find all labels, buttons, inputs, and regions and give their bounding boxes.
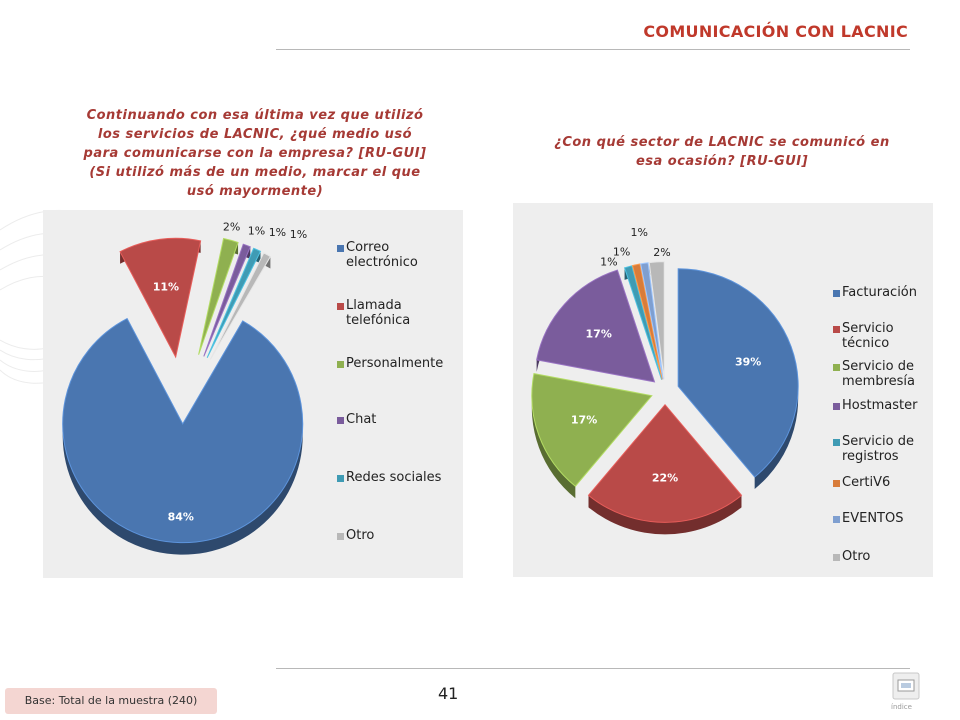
chart2-legend-item-servicio-tecnico: Servicio técnico: [833, 321, 931, 351]
chart2-legend-item-servicio-de-membresia: Servicio de membresía: [833, 359, 931, 389]
chart1-legend: Correo electrónico Llamada telefónica Pers…: [337, 240, 461, 560]
chart2-slice-certiv6: [631, 263, 663, 380]
chart2-legend-label: Otro: [842, 549, 871, 564]
chart2-legend: Facturación Servicio técnico Servicio de m…: [833, 285, 931, 575]
chart2-label-certiv6: 1%: [613, 245, 630, 258]
chart2-label-otro: 2%: [653, 246, 670, 259]
footer-divider: [276, 668, 910, 669]
chart2-legend-swatch: [833, 554, 840, 561]
chart2-legend-swatch: [833, 403, 840, 410]
chart2-slice-side-servicio-tecnico: [588, 495, 742, 535]
chart1-pie: 84% 11% 2% 1% 1% 1%: [62, 221, 307, 555]
chart2-slice-servicio-tecnico: [587, 403, 743, 523]
chart2-legend-item-otro: Otro: [833, 549, 870, 564]
chart2-slice-otro: [648, 261, 665, 380]
chart1-question: Continuando con esa última vez que utili…: [83, 108, 427, 199]
chart1-label-personalmente: 2%: [223, 221, 240, 234]
chart1-legend-item-llamada-telefonica: Llamada telefónica: [337, 298, 461, 328]
chart2-label-servicio-de-registros: 1%: [600, 255, 617, 268]
chart1-slice-otro: [209, 252, 272, 360]
chart2-legend-label: CertiV6: [842, 475, 891, 490]
base-note: Base: Total de la muestra (240): [5, 688, 217, 714]
chart1-legend-item-otro: Otro: [337, 528, 374, 543]
index-icon: [892, 672, 920, 700]
chart2-slice-facturacion: [677, 268, 799, 478]
chart1-legend-swatch: [337, 475, 344, 482]
chart1-legend-label: Personalmente: [346, 356, 444, 371]
chart1-slice-redes-sociales: [206, 247, 262, 359]
chart1-legend-label: Chat: [346, 412, 377, 427]
chart1-label-chat: 1%: [248, 225, 265, 238]
chart2-legend-label: Servicio de registros: [842, 434, 914, 464]
chart2-legend-label: EVENTOS: [842, 511, 904, 526]
chart2-question: ¿Con qué sector de LACNIC se comunicó en…: [554, 135, 890, 169]
chart1-legend-swatch: [337, 361, 344, 368]
chart1-slice-llamada-telefonica: [119, 237, 202, 359]
chart2-legend-item-servicio-de-registros: Servicio de registros: [833, 434, 931, 464]
chart2-slice-hostmaster: [536, 269, 656, 383]
chart2-panel: 39% 22% 17% 17% 1% 1% 1% 2% Facturación Servicio…: [513, 203, 933, 577]
chart2-pie: 39%22%17%17%1%1%1%2%: [531, 226, 799, 535]
chart2-legend-item-certiv6: CertiV6: [833, 475, 890, 490]
chart2-legend-swatch: [833, 364, 840, 371]
chart2-slice-eventos: [640, 262, 664, 380]
chart1-legend-swatch: [337, 533, 344, 540]
chart2-label-hostmaster: 17%: [586, 328, 612, 341]
chart1-legend-item-chat: Chat: [337, 412, 376, 427]
chart2-legend-item-hostmaster: Hostmaster: [833, 398, 917, 413]
chart1-slice-personalmente: [198, 237, 239, 355]
chart1-legend-swatch: [337, 417, 344, 424]
header-title: COMUNICACIÓN CON LACNIC: [643, 22, 908, 41]
chart1-label-otro: 1%: [290, 228, 307, 241]
chart2-slice-servicio-de-registros: [623, 265, 663, 380]
chart2-legend-swatch: [833, 326, 840, 333]
chart2-legend-swatch: [833, 290, 840, 297]
chart1-label-correo-electronico: 84%: [168, 511, 194, 524]
chart2-legend-label: Servicio técnico: [842, 321, 894, 351]
chart2-legend-item-facturacion: Facturación: [833, 285, 917, 300]
chart1-slice-chat: [203, 243, 251, 357]
chart1-legend-label: Otro: [346, 528, 375, 543]
chart2-label-facturacion: 39%: [735, 356, 761, 369]
chart2-label-servicio-de-membresia: 17%: [571, 414, 597, 427]
chart1-legend-label: Correo electrónico: [346, 240, 418, 270]
chart1-legend-swatch: [337, 303, 344, 310]
chart2-legend-swatch: [833, 480, 840, 487]
index-button[interactable]: [892, 672, 920, 700]
chart2-label-servicio-tecnico: 22%: [652, 472, 678, 485]
chart1-legend-item-personalmente: Personalmente: [337, 356, 443, 371]
chart2-legend-item-eventos: EVENTOS: [833, 511, 903, 526]
chart1-label-llamada-telefonica: 11%: [153, 280, 179, 293]
chart2-legend-label: Servicio de membresía: [842, 359, 915, 389]
chart1-panel: 84% 11% 2% 1% 1% 1% Correo electrónico Llamada…: [43, 210, 463, 578]
chart2-legend-swatch: [833, 439, 840, 446]
page-number: 41: [438, 684, 459, 703]
chart2-legend-label: Hostmaster: [842, 398, 918, 413]
chart1-legend-swatch: [337, 245, 344, 252]
chart2-label-eventos: 1%: [630, 226, 647, 239]
chart1-legend-label: Llamada telefónica: [346, 298, 411, 328]
chart1-legend-item-correo-electronico: Correo electrónico: [337, 240, 461, 270]
chart1-legend-item-redes-sociales: Redes sociales: [337, 470, 441, 485]
chart2-legend-swatch: [833, 516, 840, 523]
index-label: índice: [891, 703, 912, 711]
chart2-slice-servicio-de-membresia: [531, 373, 653, 487]
chart1-legend-label: Redes sociales: [346, 470, 442, 485]
chart1-label-redes-sociales: 1%: [269, 226, 286, 239]
chart2-slice-side-servicio-de-membresia: [531, 373, 576, 499]
chart1-slice-correo-electronico: [62, 317, 304, 544]
header-divider: [276, 49, 910, 50]
chart2-legend-label: Facturación: [842, 285, 917, 300]
